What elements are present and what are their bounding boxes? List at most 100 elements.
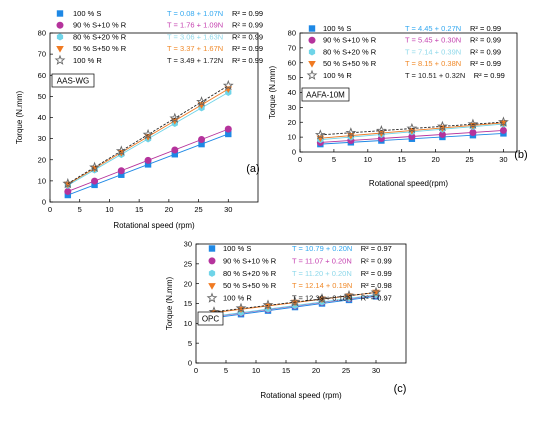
legend-label: 90 % S+10 % R [73,21,127,30]
panel-letter: (c) [394,383,407,395]
y-tick-label: 20 [38,155,46,164]
y-tick-label: 20 [288,118,296,127]
data-point [144,161,152,168]
data-point [171,151,178,158]
y-tick-label: 15 [184,299,192,308]
legend-marker [208,257,216,265]
data-point [498,116,509,127]
legend-label: 50 % S+50 % R [73,44,127,53]
panel-tag: OPC [202,315,220,324]
y-tick-label: 30 [38,134,46,143]
legend-r2: R² = 0.97 [361,294,392,303]
panel-letter: (a) [246,163,259,175]
legend-r2: R² = 0.99 [470,59,501,68]
x-tick-label: 20 [165,205,173,214]
legend-r2: R² = 0.99 [470,24,501,33]
x-tick-label: 5 [78,205,82,214]
data-point [224,125,232,133]
y-tick-label: 10 [184,319,192,328]
panel-tag-box [301,87,350,102]
data-point [408,133,416,141]
x-tick-label: 5 [332,155,336,164]
y-tick-label: 50 [288,73,296,82]
x-tick-label: 10 [364,155,372,164]
chart-panel-b: 0 5 10 15 20 25 30 0 10 20 30 40 50 60 70 80 Rotational … [268,24,528,188]
legend-r2: R² = 0.99 [470,36,501,45]
legend-label: 100 % S [323,24,351,33]
data-point [469,129,477,137]
y-axis-label: Torque (N.mm) [15,90,24,144]
legend-r2: R² = 0.99 [232,32,263,41]
y-tick-label: 0 [42,198,46,207]
x-tick-label: 0 [194,366,198,375]
legend-label: 100 % R [223,294,252,303]
y-tick-label: 0 [292,148,296,157]
panel-letter: (b) [514,149,527,161]
legend-label: 90 % S+10 % R [223,256,277,265]
panel-tag-box [51,73,95,88]
fit-line-5 [67,85,229,185]
legend-marker [308,61,316,68]
x-tick-label: 10 [252,366,260,375]
legend-marker [306,69,318,80]
x-tick-label: 15 [398,155,406,164]
legend-equation: T = 12.39 + 0.18N [292,294,352,303]
legend-label: 100 % S [73,9,101,18]
y-tick-label: 60 [38,71,46,80]
x-tick-label: 25 [342,366,350,375]
x-axis-label: Rotational speed (rpm) [260,391,342,400]
legend-marker [208,269,216,277]
x-tick-label: 10 [105,205,113,214]
panel-tag-box [197,311,224,326]
x-tick-label: 15 [282,366,290,375]
legend-equation: T = 3.49 + 1.72N [167,56,223,65]
legend-marker [208,283,216,290]
legend-label: 50 % S+50 % R [323,59,377,68]
x-tick-label: 30 [224,205,232,214]
data-point [372,289,380,297]
x-tick-label: 25 [194,205,202,214]
legend-label: 80 % S+20 % R [73,32,127,41]
x-tick-label: 0 [48,205,52,214]
legend-equation: T = 11.07 + 0.20N [292,256,352,265]
y-tick-label: 20 [184,279,192,288]
legend-r2: R² = 0.99 [361,256,392,265]
x-tick-label: 30 [499,155,507,164]
data-point [314,129,326,140]
y-tick-label: 40 [288,88,296,97]
y-tick-label: 80 [38,29,46,38]
data-point [144,156,152,164]
data-point [91,181,98,189]
data-point [436,120,448,132]
y-tick-label: 60 [288,58,296,67]
legend-equation: T = 8.15 + 0.38N [405,59,461,68]
legend-label: 80 % S+20 % R [323,47,377,56]
legend-r2: R² = 0.99 [232,44,263,53]
x-tick-label: 5 [224,366,228,375]
data-point [118,171,125,178]
legend-equation: T = 7.14 + 0.39N [405,47,461,56]
y-tick-label: 10 [288,133,296,142]
chart-panel-c: 0 5 10 15 20 25 30 0 5 10 15 20 25 30 Rotational speed… [165,240,406,400]
legend-marker [208,245,216,252]
data-point [370,286,382,297]
legend-marker [206,292,218,303]
data-point [291,299,299,307]
x-tick-label: 20 [312,366,320,375]
y-tick-label: 40 [38,113,46,122]
x-tick-label: 15 [135,205,143,214]
legend-equation: T = 1.76 + 1.09N [167,21,223,30]
data-point [316,293,328,304]
y-tick-label: 0 [188,359,192,368]
legend-r2: R² = 0.97 [361,244,392,253]
legend-label: 100 % R [73,56,102,65]
y-axis-label: Torque (N.mm) [165,276,174,330]
legend-equation: T = 3.06 + 1.63N [167,32,223,41]
y-tick-label: 70 [38,50,46,59]
data-point [262,299,274,310]
data-point [375,125,387,136]
legend-equation: T = 10.79 + 0.20N [292,244,352,253]
data-point [222,79,234,91]
legend-r2: R² = 0.99 [232,21,263,30]
